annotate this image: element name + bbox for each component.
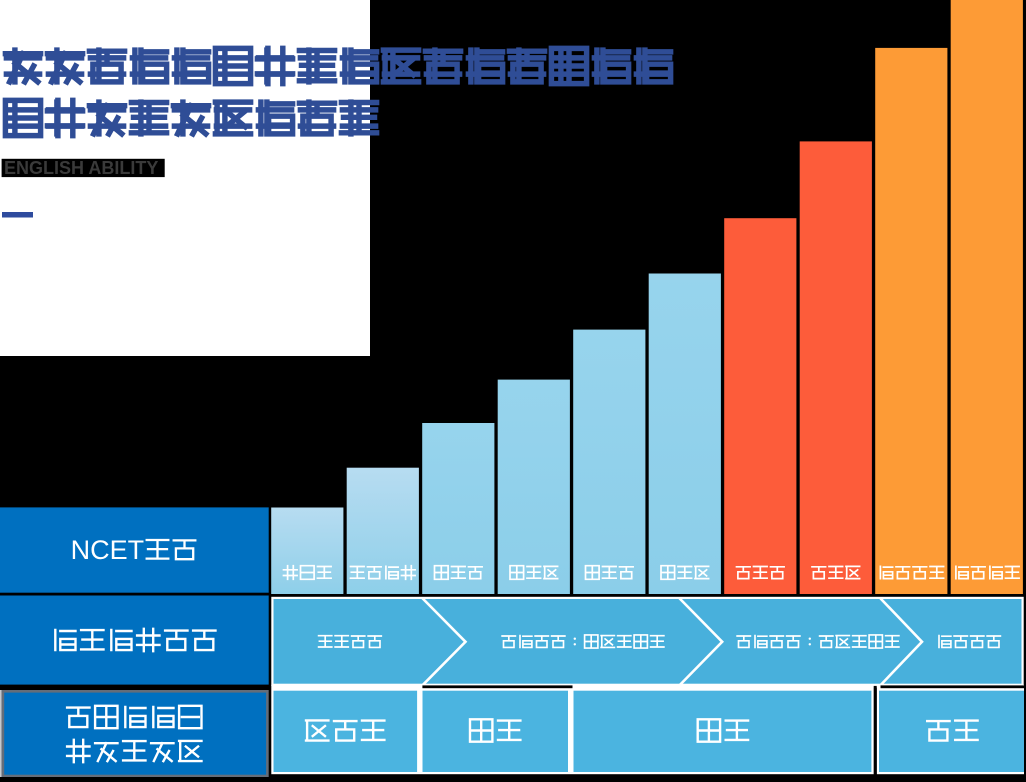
svg-text:NCET: NCET [71,535,145,565]
svg-text:ENGLISH ABILITY: ENGLISH ABILITY [4,158,158,178]
